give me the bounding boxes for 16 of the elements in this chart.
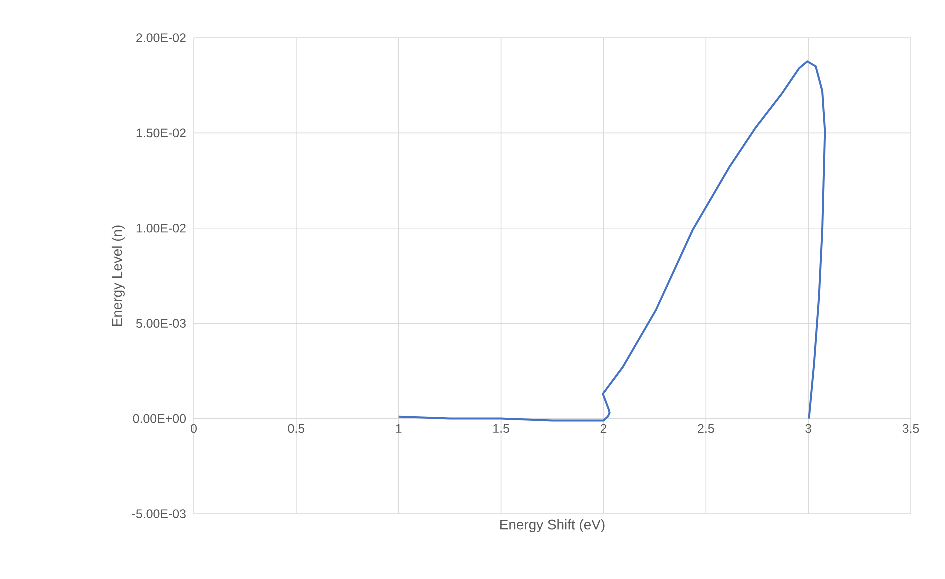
x-tick-label: 1 — [396, 424, 402, 433]
x-axis-title: Energy Shift (eV) — [500, 520, 605, 533]
y-tick-label: 1.00E-02 — [136, 224, 186, 233]
x-tick-label: 2.5 — [698, 424, 714, 434]
y-tick-label: 5.00E-03 — [136, 319, 186, 328]
y-axis-title: Energy Level (n) — [112, 226, 125, 326]
x-tick-label: 3 — [806, 424, 812, 434]
x-tick-label: 0.5 — [288, 424, 305, 434]
x-tick-label: 2 — [600, 424, 607, 434]
y-tick-label: -5.00E-03 — [132, 510, 186, 518]
x-tick-label: 3.5 — [902, 424, 920, 434]
x-tick-label: 1.5 — [494, 424, 510, 434]
y-tick-label: 2.00E-02 — [136, 34, 186, 42]
y-tick-label: 1.50E-02 — [136, 128, 186, 138]
x-tick-label: 0 — [191, 424, 197, 434]
y-tick-label: 0.00E+00 — [133, 414, 186, 424]
